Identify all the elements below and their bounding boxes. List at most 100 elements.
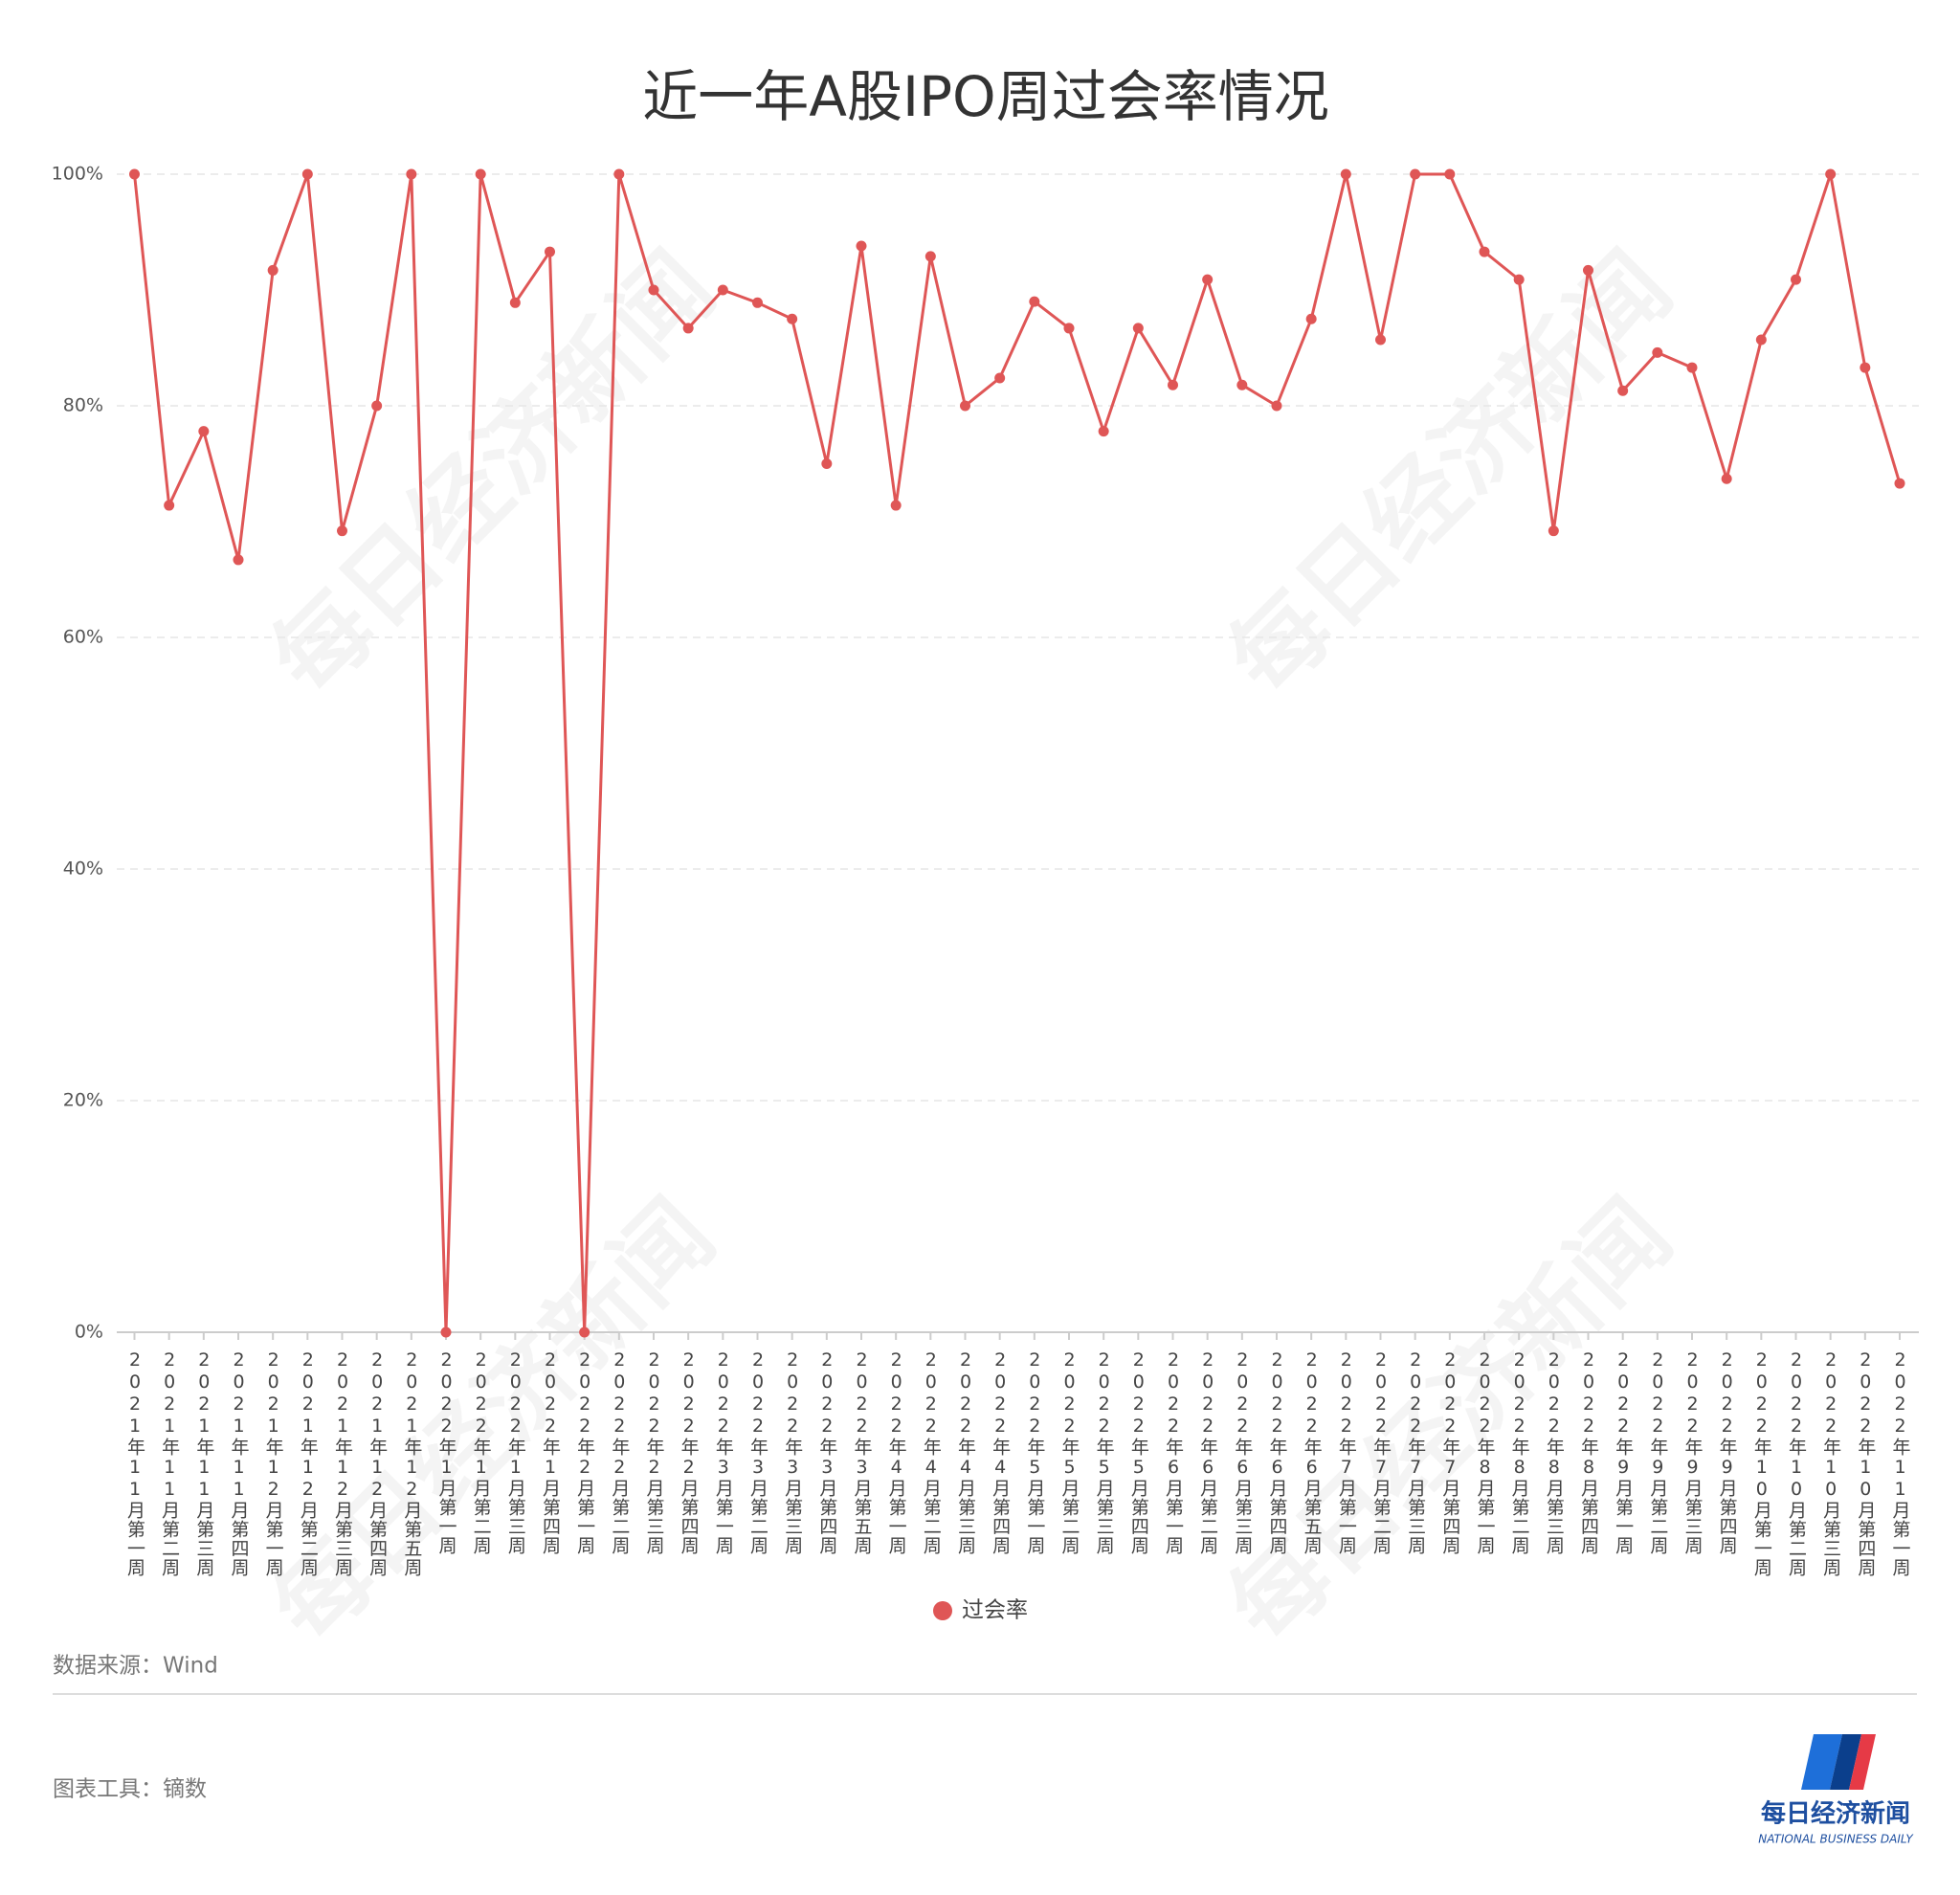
data-point [475, 168, 486, 180]
tool-note: 图表工具：镝数 [53, 1777, 207, 1802]
x-tick-label: 2021年12月第四周 [367, 1349, 388, 1577]
x-tick-label: 2022年8月第四周 [1578, 1349, 1599, 1555]
data-point [1340, 168, 1351, 180]
data-point [440, 1326, 452, 1338]
x-tick-label: 2022年7月第一周 [1336, 1349, 1357, 1555]
data-point [1583, 264, 1593, 276]
data-point [752, 297, 763, 308]
data-point [648, 284, 659, 296]
y-tick-label: 40% [63, 858, 103, 880]
data-point [1825, 168, 1837, 180]
x-tick-label: 2022年1月第一周 [436, 1349, 457, 1555]
data-point [924, 251, 936, 262]
x-tick-label: 2022年6月第三周 [1232, 1349, 1253, 1555]
x-tick-label: 2022年9月第一周 [1613, 1349, 1634, 1555]
data-point [198, 426, 210, 437]
x-tick-label: 2022年4月第二周 [921, 1349, 942, 1555]
x-tick-label: 2022年5月第二周 [1059, 1349, 1080, 1555]
data-point [613, 168, 625, 180]
data-point [406, 168, 417, 180]
data-point [1444, 168, 1456, 180]
logo-shape [1830, 1734, 1861, 1790]
x-tick-label: 2022年4月第四周 [990, 1349, 1011, 1555]
y-tick-label: 60% [63, 627, 103, 648]
data-point [545, 246, 555, 257]
chart-title: 近一年A股IPO周过会率情况 [642, 64, 1328, 129]
data-point [960, 400, 970, 412]
x-tick-label: 2021年12月第三周 [332, 1349, 353, 1577]
x-tick-label: 2022年4月第三周 [955, 1349, 976, 1555]
x-tick-label: 2022年6月第四周 [1267, 1349, 1288, 1555]
x-tick-label: 2022年1月第三周 [505, 1349, 526, 1555]
x-tick-label: 2022年10月第三周 [1820, 1349, 1841, 1577]
data-point [1236, 379, 1248, 390]
x-tick-label: 2022年2月第四周 [679, 1349, 700, 1555]
x-tick-label: 2022年8月第一周 [1475, 1349, 1496, 1555]
data-point [1686, 362, 1698, 373]
x-tick-label: 2021年11月第一周 [124, 1349, 145, 1577]
x-tick-label: 2022年8月第二周 [1509, 1349, 1530, 1555]
data-point [1479, 246, 1490, 257]
x-tick-label: 2022年3月第五周 [852, 1349, 873, 1555]
x-tick-label: 2021年11月第二周 [159, 1349, 180, 1577]
x-tick-label: 2021年11月第三周 [193, 1349, 214, 1577]
data-point [1617, 385, 1629, 396]
x-tick-label: 2021年12月第五周 [401, 1349, 422, 1577]
x-tick-label: 2022年3月第四周 [816, 1349, 837, 1555]
data-point [787, 313, 798, 324]
x-tick-label: 2022年2月第三周 [644, 1349, 665, 1555]
legend-label: 过会率 [962, 1598, 1028, 1623]
data-point [337, 525, 347, 537]
data-point [1063, 323, 1075, 334]
x-tick-label: 2022年7月第二周 [1370, 1349, 1392, 1555]
x-tick-label: 2022年3月第二周 [747, 1349, 768, 1555]
data-point [1860, 362, 1871, 373]
data-point [509, 297, 521, 308]
x-tick-label: 2022年3月第一周 [713, 1349, 734, 1555]
x-tick-label: 2022年5月第四周 [1128, 1349, 1149, 1555]
x-tick-label: 2022年2月第一周 [574, 1349, 595, 1555]
legend-marker [933, 1601, 952, 1620]
x-tick-label: 2022年6月第二周 [1197, 1349, 1218, 1555]
data-point [1029, 296, 1040, 307]
data-point [371, 400, 383, 412]
data-point [1202, 274, 1214, 285]
data-point [1894, 478, 1905, 489]
x-tick-label: 2021年12月第二周 [298, 1349, 319, 1577]
x-tick-label: 2022年6月第一周 [1163, 1349, 1184, 1555]
x-tick-label: 2022年1月第二周 [471, 1349, 492, 1555]
x-tick-label: 2022年5月第三周 [1094, 1349, 1115, 1555]
data-point [1375, 334, 1386, 346]
x-tick-label: 2022年6月第五周 [1302, 1349, 1323, 1555]
data-point [1652, 346, 1663, 358]
x-tick-label: 2022年10月第二周 [1786, 1349, 1807, 1577]
source-note: 数据来源：Wind [53, 1654, 218, 1679]
x-tick-label: 2022年5月第一周 [1024, 1349, 1045, 1555]
data-point [682, 323, 694, 334]
data-point [1410, 168, 1421, 180]
logo-name: 每日经济新闻 [1761, 1799, 1910, 1829]
data-point [821, 458, 833, 469]
x-tick-label: 2022年9月第二周 [1647, 1349, 1668, 1555]
plot-area: 0% 20% 40% 60% 80% 100% 2021年11月第一周 2021年11月第二周… [52, 164, 1919, 1623]
data-point [1132, 323, 1144, 334]
x-tick-label: 2022年2月第二周 [609, 1349, 630, 1555]
data-point [301, 168, 313, 180]
series-line [133, 172, 1902, 1334]
data-point [1305, 313, 1317, 324]
data-point [129, 168, 140, 180]
x-tick-label: 2022年10月第四周 [1855, 1349, 1876, 1577]
data-point [1791, 274, 1801, 285]
x-tick-label: 2022年1月第四周 [540, 1349, 561, 1555]
x-tick-label: 2021年12月第一周 [263, 1349, 284, 1577]
data-point [994, 372, 1006, 384]
x-tick-label: 2022年7月第三周 [1405, 1349, 1426, 1555]
data-point [579, 1326, 590, 1338]
x-tick-label: 2022年8月第三周 [1544, 1349, 1565, 1555]
y-tick-label: 80% [63, 395, 103, 416]
x-tick-label: 2022年4月第一周 [886, 1349, 907, 1555]
data-point [1548, 525, 1559, 537]
data-point [267, 264, 278, 276]
data-point [1168, 379, 1178, 390]
